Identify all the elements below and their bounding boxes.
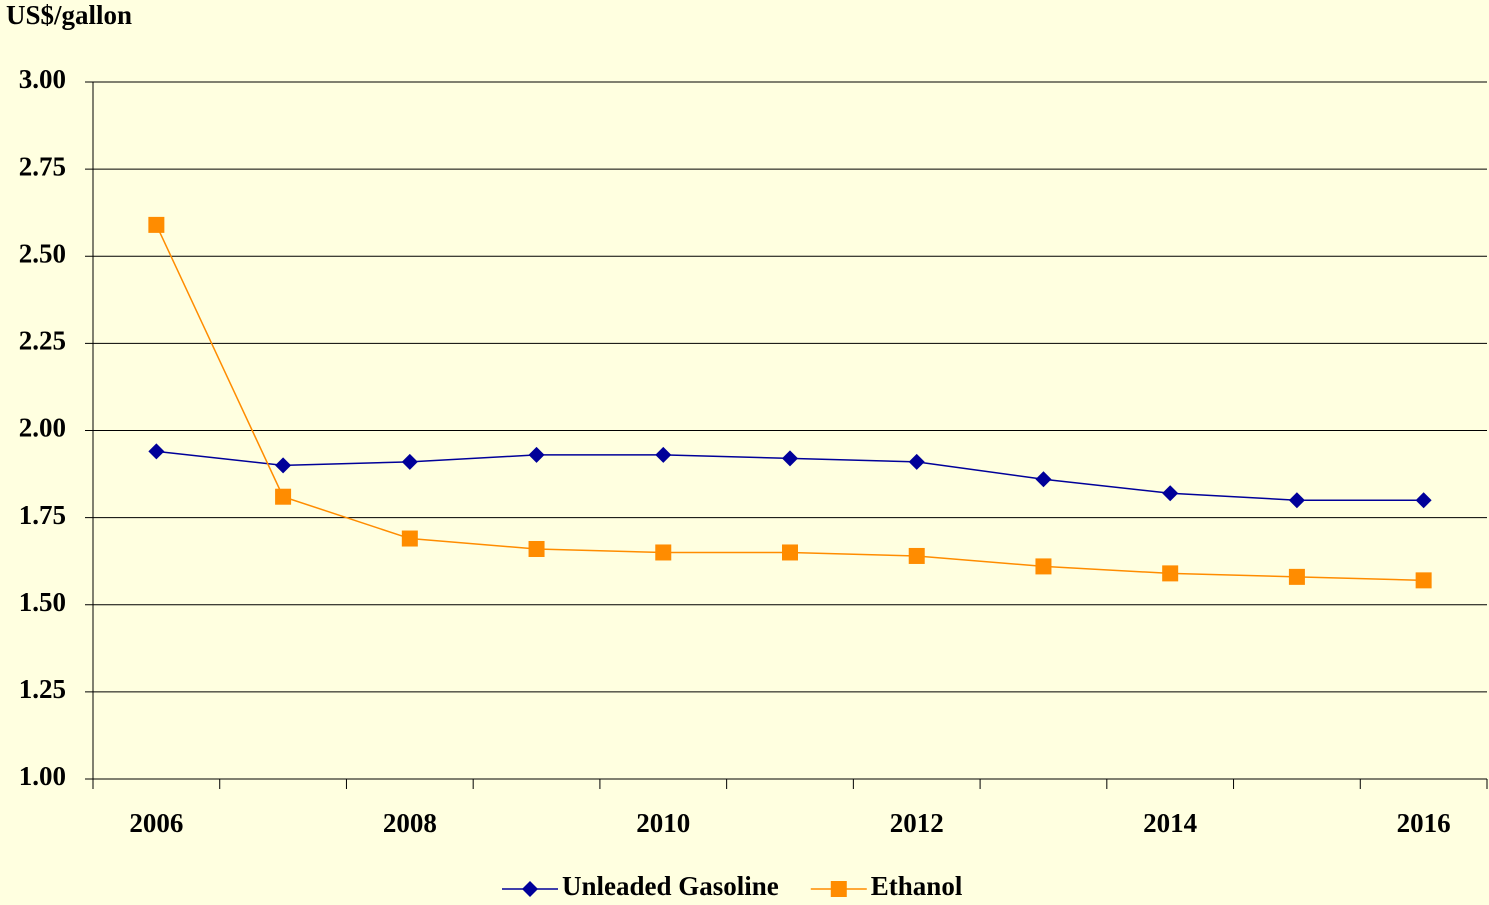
- data-point: [1415, 572, 1432, 589]
- data-point: [275, 457, 292, 474]
- y-tick-label: 3.00: [19, 64, 66, 94]
- data-point: [401, 530, 418, 547]
- data-point: [528, 446, 545, 463]
- y-tick-label: 1.25: [19, 674, 66, 704]
- data-point: [655, 446, 672, 463]
- data-point: [1035, 558, 1052, 575]
- data-point: [908, 453, 925, 470]
- y-axis-label: US$/gallon: [6, 0, 132, 30]
- data-point: [528, 540, 545, 557]
- data-point: [655, 544, 672, 561]
- data-point: [148, 443, 165, 460]
- y-tick-label: 2.50: [19, 238, 66, 268]
- data-point: [782, 544, 798, 561]
- x-tick-label: 2008: [383, 808, 437, 838]
- legend-label: Unleaded Gasoline: [562, 871, 779, 901]
- data-point: [1162, 485, 1179, 502]
- data-point: [1288, 568, 1305, 585]
- data-point: [401, 453, 418, 470]
- data-point: [1415, 492, 1432, 509]
- x-tick-label: 2014: [1143, 808, 1197, 838]
- y-tick-label: 2.25: [19, 326, 66, 356]
- data-point: [1162, 565, 1179, 582]
- data-point: [275, 488, 292, 505]
- x-tick-label: 2010: [636, 808, 690, 838]
- y-tick-label: 1.00: [19, 761, 66, 791]
- y-tick-label: 1.50: [19, 587, 66, 617]
- y-tick-label: 2.75: [19, 151, 66, 181]
- data-point: [908, 547, 925, 564]
- x-tick-label: 2016: [1397, 808, 1451, 838]
- y-tick-label: 2.00: [19, 413, 66, 443]
- data-point: [1035, 471, 1052, 488]
- x-tick-label: 2006: [129, 808, 183, 838]
- x-tick-label: 2012: [890, 808, 944, 838]
- data-point: [1288, 492, 1305, 509]
- legend-marker: [830, 881, 847, 897]
- y-tick-label: 1.75: [19, 500, 66, 530]
- data-point: [782, 450, 798, 467]
- legend-marker: [522, 881, 538, 897]
- data-point: [148, 216, 165, 233]
- legend-label: Ethanol: [871, 871, 963, 901]
